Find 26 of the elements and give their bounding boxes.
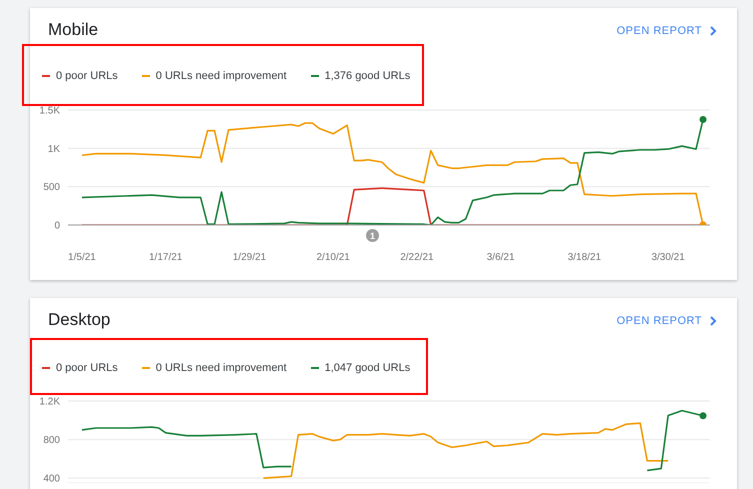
x-tick-label: 2/22/21 xyxy=(400,252,434,264)
chart-title: Desktop xyxy=(48,310,110,330)
y-tick-label: 1K xyxy=(48,144,60,155)
y-tick-label: 400 xyxy=(43,474,60,485)
y-tick-label: 1.2K xyxy=(39,396,60,408)
legend-label: 0 poor URLs xyxy=(56,70,118,82)
legend-label: 0 poor URLs xyxy=(56,362,118,374)
text: OPEN REPORT xyxy=(616,315,702,327)
legend-label: 1,376 good URLs xyxy=(324,70,410,82)
text: 1 xyxy=(366,229,379,242)
y-tick-label: 0 xyxy=(54,220,60,232)
legend-label: 0 URLs need improvement xyxy=(156,70,287,82)
legend-label: 0 URLs need improvement xyxy=(156,362,287,374)
legend-label: 1,047 good URLs xyxy=(324,362,410,374)
text: OPEN REPORT xyxy=(616,25,702,37)
x-tick-label: 3/6/21 xyxy=(486,252,515,264)
x-tick-label: 1/5/21 xyxy=(68,252,96,264)
y-tick-label: 800 xyxy=(43,435,60,446)
x-tick-label: 1/17/21 xyxy=(149,252,183,264)
x-tick-label: 3/30/21 xyxy=(651,252,686,264)
x-tick-label: 3/18/21 xyxy=(568,252,602,264)
x-tick-label: 2/10/21 xyxy=(316,252,350,264)
y-tick-label: 1.5K xyxy=(39,106,60,117)
x-tick-label: 1/29/21 xyxy=(232,252,267,264)
chart-title: Mobile xyxy=(48,20,98,40)
y-tick-label: 500 xyxy=(43,182,60,194)
